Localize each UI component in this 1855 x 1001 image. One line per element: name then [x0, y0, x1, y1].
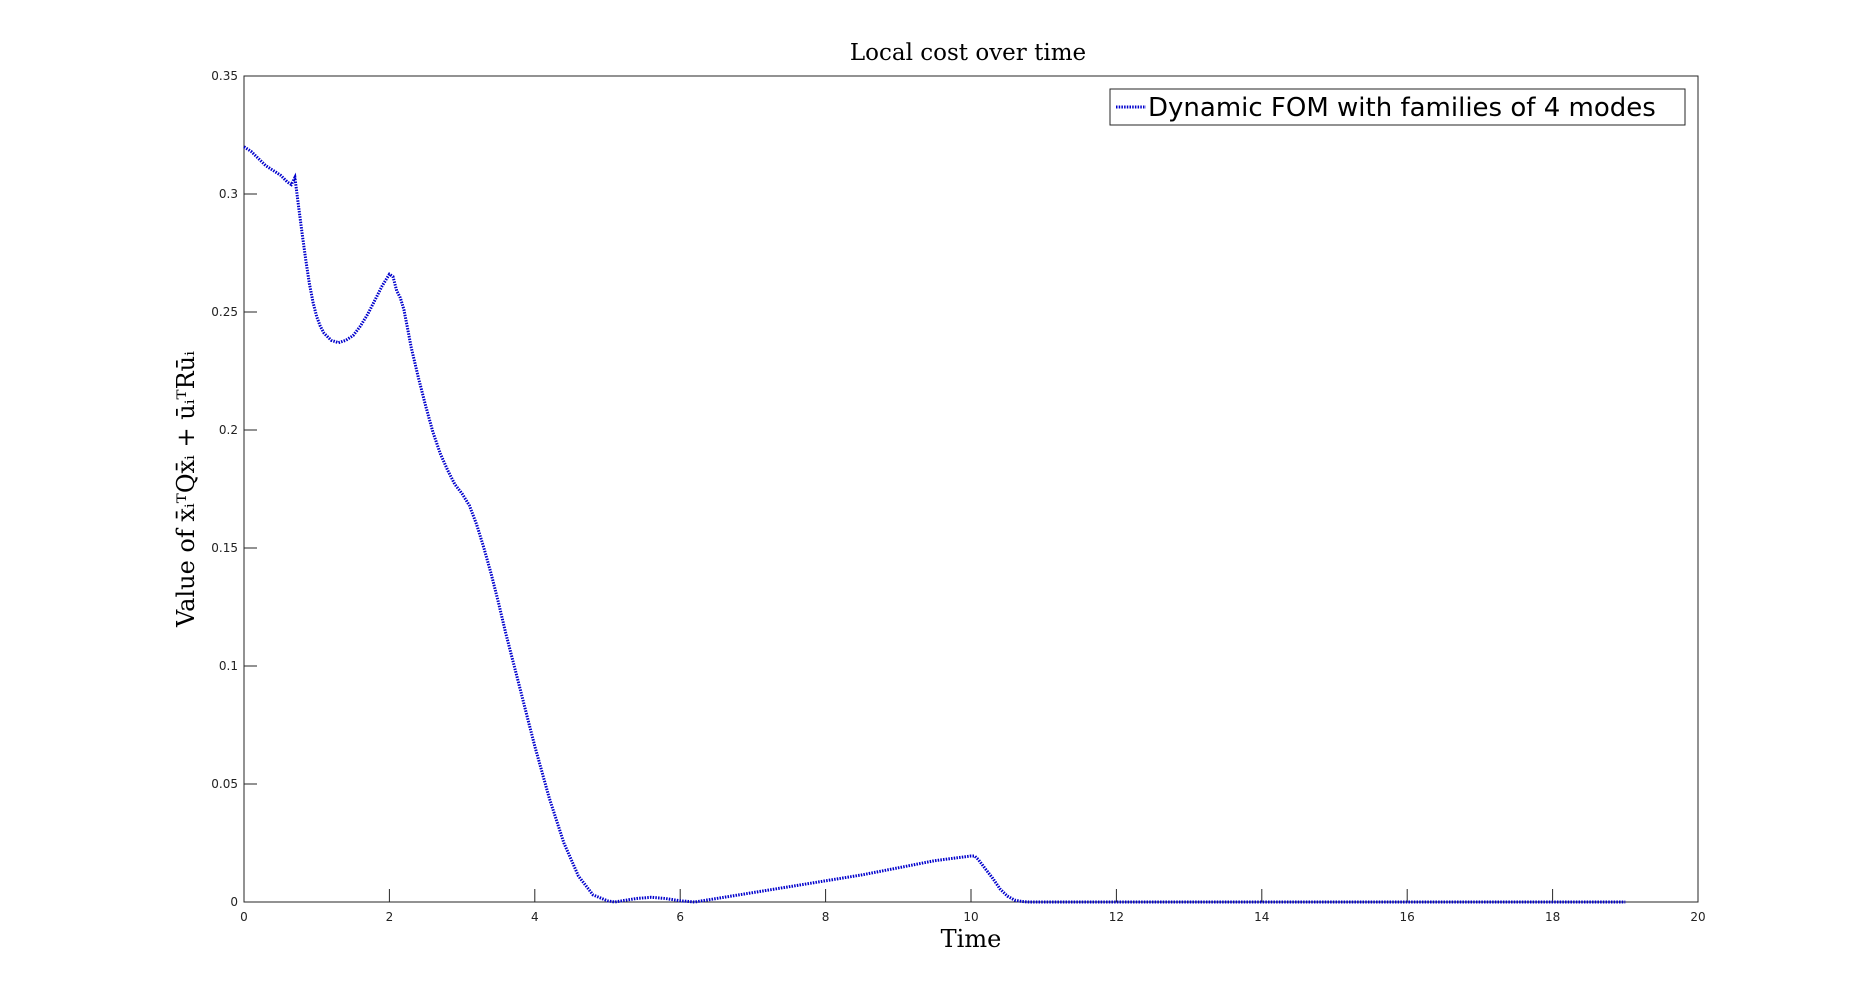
x-tick-label: 20 — [1690, 910, 1705, 924]
y-tick-label: 0.25 — [211, 305, 238, 319]
x-tick-label: 6 — [676, 910, 684, 924]
y-tick-label: 0.2 — [219, 423, 238, 437]
x-tick-label: 0 — [240, 910, 248, 924]
x-tick-label: 14 — [1254, 910, 1269, 924]
legend-box — [1109, 88, 1686, 126]
y-tick-label: 0.1 — [219, 659, 238, 673]
chart-title: Local cost over time — [850, 40, 1086, 66]
x-axis: 0 2 4 6 8 10 12 14 16 18 20 — [240, 889, 1706, 924]
x-tick-label: 4 — [531, 910, 539, 924]
y-axis: 0 0.05 0.1 0.15 0.2 0.25 0.3 0.35 — [211, 69, 257, 909]
y-tick-label: 0.35 — [211, 69, 238, 83]
y-axis-label: Value of x̄ᵢᵀQx̄ᵢ + ūᵢᵀRūᵢ — [172, 351, 200, 628]
x-tick-label: 8 — [822, 910, 830, 924]
y-tick-label: 0.3 — [219, 187, 238, 201]
y-tick-label: 0.05 — [211, 777, 238, 791]
x-axis-label: Time — [941, 925, 1002, 953]
series-line — [243, 145, 1626, 904]
legend: Dynamic FOM with families of 4 modes — [1109, 88, 1686, 126]
x-tick-label: 2 — [386, 910, 394, 924]
x-tick-label: 18 — [1545, 910, 1560, 924]
x-tick-label: 10 — [963, 910, 978, 924]
x-tick-label: 16 — [1400, 910, 1415, 924]
legend-label: Dynamic FOM with families of 4 modes — [1148, 93, 1656, 123]
plot-area-frame — [243, 75, 1699, 903]
y-tick-label: 0 — [230, 895, 238, 909]
x-tick-label: 12 — [1109, 910, 1124, 924]
y-tick-label: 0.15 — [211, 541, 238, 555]
